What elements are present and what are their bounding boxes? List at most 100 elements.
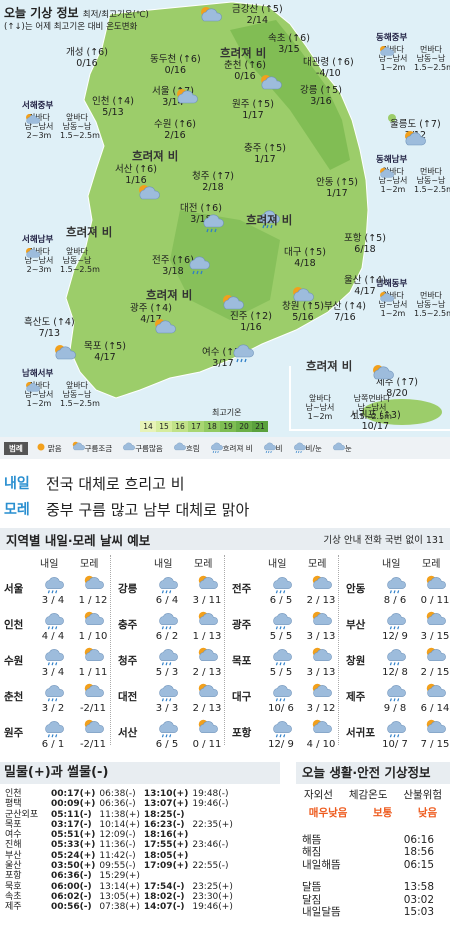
city-temp: 7/16 — [334, 311, 356, 323]
city-name: 청주 (↑7) — [192, 171, 234, 182]
time-value: 06:15 — [403, 858, 434, 871]
forecast-city: 광주 — [232, 619, 252, 631]
forecast-temp-after: 0 / 11 — [420, 595, 450, 606]
forecast-grid: 내일 모레 서울 3 / 4 1 / 12 인천 4 / 4 1 / 10 수원 3 / 4 1 /… — [0, 555, 450, 750]
weather-text-3: 흐려져 비 — [246, 213, 293, 227]
forecast-city: 창원 — [346, 655, 366, 667]
city-temp: 7/13 — [38, 327, 60, 339]
forecast-icon-after — [196, 681, 218, 707]
legend-label: 맑음 — [47, 443, 62, 453]
city-label-24: 창원 (↑5) 5/16 — [282, 301, 324, 323]
city-name: 전주 (↑6) — [152, 255, 194, 266]
city-temp: 3/18 — [162, 265, 184, 277]
tide-cell: 13:14(+) — [99, 881, 140, 892]
tide-cell: 05:51(+) — [51, 830, 96, 841]
city-label-26: 목포 (↑5) 4/17 — [84, 341, 126, 363]
city-name: 포항 (↑5) — [344, 233, 386, 244]
forecast-city: 포항 — [232, 727, 252, 739]
tide-cell — [190, 810, 235, 820]
scale-value: 15 — [159, 422, 169, 431]
sea-col: 앞바다 남동~남 1.5~2.5m — [60, 247, 100, 274]
forecast-temp-tomorrow: 3 / 2 — [41, 703, 65, 714]
forecast-icon-after — [424, 645, 446, 671]
tide-cell: 속초 — [5, 891, 22, 902]
safety-header: 자외선 — [303, 789, 333, 801]
sea-text: 앞바다 — [65, 113, 89, 122]
forecast-icon-tomorrow — [270, 573, 292, 599]
sea-text: 1.5~2.5m — [414, 309, 450, 318]
forecast-icon-after — [82, 681, 104, 707]
scale-value: 19 — [223, 422, 233, 431]
city-label-7: 서울 (↑7) 3/14 — [152, 86, 194, 108]
sea-text: 1.5~2.5m — [414, 185, 450, 194]
sea-col: 먼바다 남~남서 2~3m — [22, 247, 56, 274]
sea-cols: 앞바다 남~남서 1~2m 먼바다 남동~남 1.5~2.5m — [376, 291, 450, 318]
tide-cell: 18:25(-) — [143, 809, 185, 820]
forecast-temp-tomorrow: 4 / 4 — [41, 631, 65, 642]
forecast-temp-tomorrow: 10/ 6 — [268, 703, 294, 714]
city-label-2: 동두천 (↑6) 0/16 — [150, 54, 201, 76]
time-label: 달뜸 — [302, 881, 322, 894]
city-temp: 0/16 — [164, 64, 186, 76]
sea-col: 먼바다 남~남서 2~3m — [22, 113, 56, 140]
forecast-temp-after: 1 / 12 — [78, 595, 108, 606]
sea-panel-2: 동해남부 앞바다 남~남서 1~2m 먼바다 남동~남 1.5~2.5m — [376, 156, 450, 195]
tide-cell — [190, 851, 235, 861]
legend-icon — [172, 440, 186, 456]
forecast-temp-tomorrow: 3 / 4 — [41, 595, 65, 606]
time-row: 내일해뜸 06:15 — [296, 859, 450, 871]
forecast-temp-tomorrow: 3 / 3 — [155, 703, 179, 714]
sea-title: 남해서부 — [22, 369, 54, 379]
forecast-icon-after — [424, 681, 446, 707]
tide-cell: 군산외포 — [5, 809, 39, 820]
time-row: 해뜸 06:16 — [296, 834, 450, 846]
tide-cell: 06:38(-) — [99, 789, 136, 799]
column-divider — [110, 555, 111, 745]
sea-cols: 먼바다 남~남서 1~2m 앞바다 남동~남 1.5~2.5m — [22, 381, 100, 408]
city-temp: 3/18 — [190, 213, 212, 225]
city-name: 춘천 (↑6) — [224, 60, 266, 71]
sea-text: 앞바다 — [381, 291, 405, 300]
sea-title: 서해남부 — [22, 235, 54, 245]
weather-text-5: 흐려져 비 — [306, 359, 353, 373]
city-name: 여수 (↑5) — [202, 347, 244, 358]
scale-value: 14 — [143, 422, 153, 431]
forecast-col-after-label: 모레 — [80, 559, 99, 570]
forecast-icon-tomorrow — [42, 645, 64, 671]
forecast-city: 대전 — [118, 691, 138, 703]
legend-item-6: 비/눈 — [292, 440, 322, 456]
forecast-icon-after — [310, 645, 332, 671]
weather-icon-2 — [174, 86, 198, 114]
forecast-icon-tomorrow — [384, 573, 406, 599]
legend-items: 맑음 구름조금 구름많음 흐림 흐려져 비 비 비/눈 눈 — [34, 440, 361, 456]
city-temp: 1/17 — [254, 153, 276, 165]
time-row: 달뜸 13:58 — [296, 881, 450, 893]
tide-cell: 13:05(+) — [99, 891, 140, 902]
forecast-temp-after: 2 / 13 — [192, 703, 222, 714]
city-name: 서귀포 (↑3) — [350, 410, 401, 421]
city-temp: 5/13 — [102, 106, 124, 118]
tide-row: 평택 00:09(+) 06:36(-) 13:07(+) 19:46(-) — [3, 799, 235, 809]
tide-cell: 목포 — [5, 819, 22, 830]
city-label-13: 서산 (↑6) 1/16 — [115, 164, 157, 186]
tide-cell: 23:46(-) — [192, 840, 229, 851]
legend-item-7: 눈 — [331, 440, 352, 456]
forecast-icon-after — [82, 717, 104, 743]
legend-icon — [262, 440, 276, 456]
sea-panel-0: 동해중부 먼바다 남~남서 1~2m 먼바다 남동~남 1.5~2.5m — [376, 34, 450, 73]
time-label: 내일달뜸 — [302, 906, 341, 919]
scale-value: 18 — [207, 422, 217, 431]
forecast-icon-after — [196, 645, 218, 671]
forecast-temp-tomorrow: 12/ 8 — [382, 667, 408, 678]
tide-row: 속초 06:02(-) 13:05(+) 18:02(-) 23:30(+) — [3, 892, 235, 902]
weather-icon-8 — [152, 316, 176, 344]
sea-text: 1~2m — [380, 309, 406, 318]
forecast-temp-after: 3 / 12 — [306, 703, 336, 714]
tide-cell: 23:25(+) — [192, 881, 233, 892]
tide-cell: 18:16(+) — [143, 830, 189, 841]
forecast-icon-after — [82, 645, 104, 671]
sea-text: 남동~남 — [62, 122, 92, 131]
column-divider — [338, 555, 339, 745]
forecast-city: 부산 — [346, 619, 366, 631]
summary-day: 내일 — [4, 476, 30, 492]
